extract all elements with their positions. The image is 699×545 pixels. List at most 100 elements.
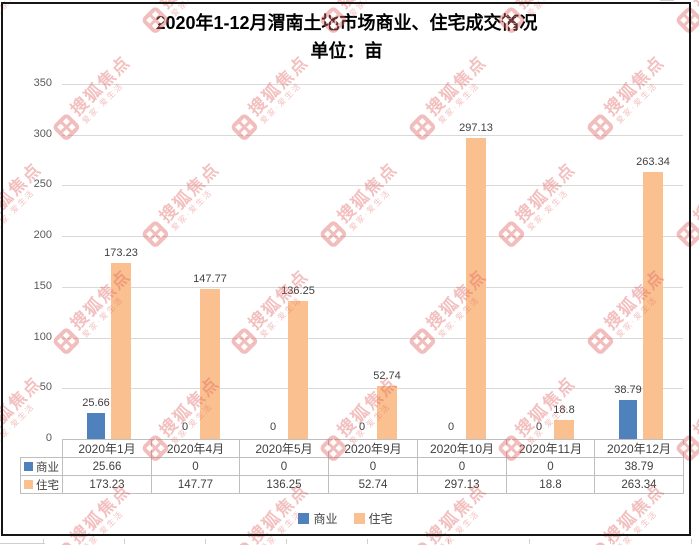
watermark-text-group: 搜狐焦点爱家·爱生活 xyxy=(0,159,52,233)
legend-swatch-icon xyxy=(353,513,365,524)
logo-pip xyxy=(685,22,693,30)
bar-value-label: 147.77 xyxy=(193,273,227,285)
watermark-tagline-text: 爱家·爱生活 xyxy=(258,80,304,126)
table-header-cell: 2020年12月 xyxy=(594,439,684,458)
logo-pip xyxy=(691,16,699,24)
gridline xyxy=(62,135,683,136)
chart-title: 2020年1-12月渭南土地市场商业、住宅成交情况 单位：亩 xyxy=(10,10,683,66)
sohu-focus-logo-icon xyxy=(496,219,527,249)
logo-pip xyxy=(240,117,248,126)
logo-pip xyxy=(240,343,248,351)
logo-pip xyxy=(685,438,693,447)
chart-title-unit-line: 单位：亩 xyxy=(310,40,383,61)
sohu-focus-logo-icon xyxy=(51,326,82,356)
legend-item-商业: 商业 xyxy=(298,510,338,527)
cell-gridline-tick xyxy=(124,539,125,544)
table-header-cell: 2020年11月 xyxy=(506,439,595,458)
table-header-cell: 2020年10月 xyxy=(417,439,507,458)
gridline xyxy=(62,236,683,237)
logo-pip xyxy=(418,343,426,351)
bar-value-label: 25.66 xyxy=(82,397,110,409)
cell-gridline-tick xyxy=(367,539,368,544)
y-axis-tick-label: 250 xyxy=(33,178,52,190)
y-axis-tick-label: 100 xyxy=(33,331,52,343)
cell-gridline-tick xyxy=(691,539,692,544)
watermark-brand-text: 搜狐焦点 xyxy=(0,159,46,227)
table-row-label-商业: 商业 xyxy=(20,457,63,476)
logo-pip xyxy=(691,230,699,238)
chart-legend: 商业 住宅 xyxy=(0,510,691,527)
cell-gridline-tick xyxy=(205,539,206,544)
table-value-cell: 52.74 xyxy=(328,475,418,494)
bar-住宅-2 xyxy=(200,289,220,439)
bar-value-label: 263.34 xyxy=(636,156,670,168)
series-swatch-icon xyxy=(24,480,33,489)
bar-value-label: 0 xyxy=(447,421,455,433)
sohu-focus-logo-icon xyxy=(407,112,438,142)
logo-pip xyxy=(151,236,159,244)
y-axis-tick-label: 0 xyxy=(45,432,52,444)
table-row-label-住宅: 住宅 xyxy=(20,475,63,494)
bar-value-label: 173.23 xyxy=(104,247,138,259)
gridline xyxy=(62,338,683,339)
gridline xyxy=(62,287,683,288)
cell-gridline-tick xyxy=(660,0,674,1)
watermark-brand-text: 搜狐焦点 xyxy=(690,159,699,227)
watermark-brand-text: 搜狐焦点 xyxy=(690,373,699,441)
logo-pip xyxy=(685,224,693,233)
sohu-focus-logo-icon xyxy=(585,326,616,356)
y-axis-tick-label: 150 xyxy=(33,280,52,292)
sohu-focus-logo-icon xyxy=(229,540,260,545)
bar-住宅-4 xyxy=(377,386,397,439)
watermark-brand-text: 搜狐焦点 xyxy=(690,0,699,12)
watermark-sohu-focus: 搜狐焦点爱家·爱生活 xyxy=(316,159,408,251)
watermark-text-group: 搜狐焦点爱家·爱生活 xyxy=(156,159,230,233)
bar-value-label: 0 xyxy=(181,421,189,433)
series-swatch-icon xyxy=(24,462,33,471)
table-value-cell: 38.79 xyxy=(594,457,684,476)
watermark-sohu-focus: 搜狐焦点爱家·爱生活 xyxy=(227,52,318,144)
table-header-cell: 2020年4月 xyxy=(151,439,240,458)
logo-pip xyxy=(62,343,70,351)
cell-gridline-tick xyxy=(610,539,611,544)
sohu-focus-logo-icon xyxy=(229,326,260,356)
logo-pip xyxy=(685,10,693,19)
watermark-tagline-text: 爱家·爱生活 xyxy=(80,80,126,126)
logo-pip xyxy=(151,224,159,233)
logo-pip xyxy=(57,123,65,131)
cell-gridline-tick xyxy=(43,539,44,544)
table-value-cell: 0 xyxy=(506,457,595,476)
watermark-sohu-focus: 搜狐焦点爱家·爱生活 xyxy=(494,159,585,251)
table-header-cell: 2020年5月 xyxy=(239,439,329,458)
logo-pip xyxy=(68,123,76,131)
table-value-cell: 0 xyxy=(151,457,240,476)
logo-pip xyxy=(235,123,243,131)
watermark-tagline-text: 爱家·爱生活 xyxy=(347,187,393,233)
table-value-cell: 147.77 xyxy=(151,475,240,494)
sohu-focus-logo-icon xyxy=(407,326,438,356)
watermark-tagline-text: 爱家·爱生活 xyxy=(525,187,571,233)
watermark-text-group: 搜狐焦点爱家·爱生活 xyxy=(334,159,408,233)
table-value-cell: 0 xyxy=(417,457,507,476)
watermark-brand-text: 搜狐焦点 xyxy=(512,159,580,227)
bar-商业-1 xyxy=(87,413,105,439)
bar-value-label: 136.25 xyxy=(281,285,315,297)
gridline xyxy=(62,84,683,85)
watermark-brand-text: 搜狐焦点 xyxy=(156,159,224,227)
logo-pip xyxy=(596,343,604,351)
cell-gridline-tick xyxy=(448,539,449,544)
logo-pip xyxy=(329,224,337,233)
logo-pip xyxy=(685,236,693,244)
legend-label: 商业 xyxy=(313,512,338,526)
logo-pip xyxy=(62,117,70,126)
table-header-cell: 2020年1月 xyxy=(62,439,152,458)
watermark-tagline-text: 爱家·爱生活 xyxy=(436,80,482,126)
table-value-cell: 0 xyxy=(328,457,418,476)
table-header-cell: 2020年9月 xyxy=(328,439,418,458)
gridline xyxy=(62,185,683,186)
logo-pip xyxy=(507,224,515,233)
y-axis-tick-label: 350 xyxy=(33,77,52,89)
